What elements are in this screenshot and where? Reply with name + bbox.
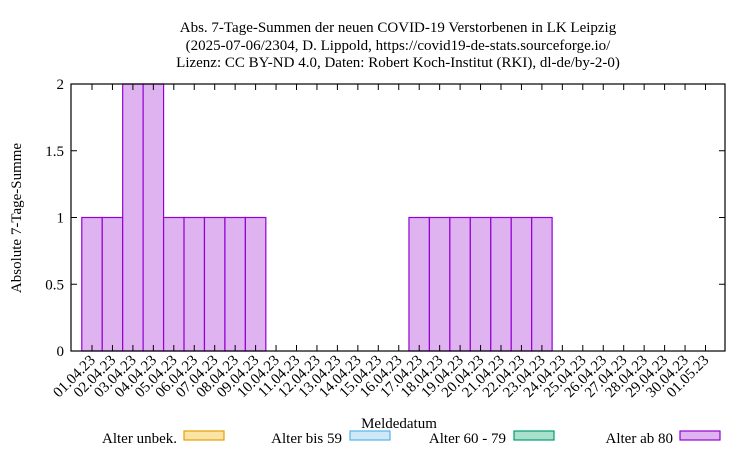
y-tick-label: 0	[57, 344, 65, 360]
y-tick-label: 1	[57, 211, 65, 227]
legend-label: Alter bis 59	[271, 431, 342, 447]
bar-07.04.23-series-3	[203, 216, 226, 352]
bar-23.04.23-series-3	[531, 216, 553, 352]
legend: Alter unbek. Alter bis 59 Alter 60 - 79 Alt…	[102, 430, 721, 447]
bar-20.04.23-series-3	[469, 216, 492, 352]
bar-03.04.23-series-3	[122, 83, 144, 352]
legend-swatch	[513, 430, 555, 441]
bar-04.04.23-series-3	[142, 83, 165, 352]
title-line-1: Abs. 7-Tage-Summen der neuen COVID-19 Ve…	[180, 20, 617, 36]
y-tick-label: 0.5	[45, 277, 64, 293]
legend-label: Alter ab 80	[606, 431, 673, 447]
bar-01.04.23-series-3	[81, 216, 103, 352]
title-line-2: (2025-07-06/2304, D. Lippold, https://co…	[186, 38, 611, 54]
legend-label: Alter 60 - 79	[429, 431, 506, 447]
bar-21.04.23-series-3	[490, 216, 512, 352]
x-axis-label: Meldedatum	[361, 416, 437, 432]
bar-18.04.23-series-3	[428, 216, 451, 352]
y-tick-label: 1.5	[45, 144, 64, 160]
bar-09.04.23-series-3	[244, 216, 267, 352]
legend-swatch	[349, 430, 391, 441]
title-line-3: Lizenz: CC BY-ND 4.0, Daten: Robert Koch…	[176, 55, 620, 71]
chart-title: Abs. 7-Tage-Summen der neuen COVID-19 Ve…	[176, 20, 620, 71]
legend-label: Alter unbek.	[102, 431, 177, 447]
bar-02.04.23-series-3	[101, 216, 124, 352]
y-axis-label: Absolute 7-Tage-Summe	[9, 143, 25, 294]
plot-frame	[70, 83, 726, 352]
bar-22.04.23-series-3	[510, 216, 533, 352]
bar-06.04.23-series-3	[183, 216, 206, 352]
legend-swatch	[183, 430, 225, 441]
bar-17.04.23-series-3	[408, 216, 431, 352]
legend-swatch	[679, 430, 721, 441]
bar-08.04.23-series-3	[224, 216, 246, 352]
bars-group	[81, 83, 553, 352]
y-tick-label: 2	[57, 77, 65, 93]
bar-05.04.23-series-3	[162, 216, 185, 352]
bar-19.04.23-series-3	[449, 216, 471, 352]
